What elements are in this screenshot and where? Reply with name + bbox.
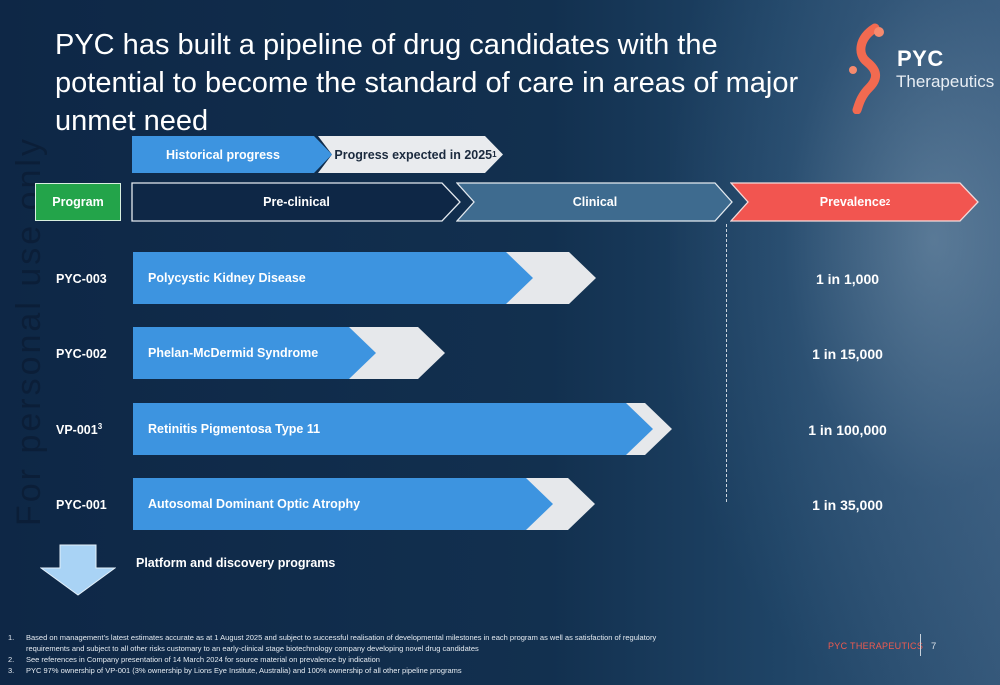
bar-historical-segment [133, 327, 376, 379]
program-header: Program [35, 183, 121, 221]
legend-expected-footnote: 1 [492, 150, 497, 159]
logo-name: PYC [897, 46, 944, 71]
footnote-number: 1. [8, 633, 15, 642]
prevalence-value: 1 in 100,000 [808, 422, 887, 438]
bar-historical-segment [133, 252, 533, 304]
footnote-text: See references in Company presentation o… [26, 655, 380, 664]
footer-separator [920, 634, 921, 656]
prevalence-value: 1 in 15,000 [812, 346, 883, 362]
bar-indication-label: Polycystic Kidney Disease [148, 271, 306, 285]
footnote-number: 3. [8, 666, 15, 675]
bar-historical-segment [133, 403, 653, 455]
platform-programs-label: Platform and discovery programs [136, 556, 336, 570]
footnote-text: PYC 97% ownership of VP-001 (3% ownershi… [26, 666, 462, 675]
down-arrow-icon [40, 544, 116, 596]
prevalence-footnote: 2 [885, 197, 891, 207]
legend-historical-label: Historical progress [166, 147, 280, 162]
program-code-pyc-001: PYC-001 [56, 497, 107, 512]
preclinical-label: Pre-clinical [263, 195, 330, 209]
footer-brand: PYC THERAPEUTICS [828, 641, 924, 651]
footnote-text: Based on management’s latest estimates a… [26, 633, 657, 653]
program-code-text: VP-001 [56, 423, 98, 438]
footnote-item: 3. PYC 97% ownership of VP-001 (3% owners… [8, 665, 698, 676]
page-number: 7 [931, 641, 937, 652]
clinical-label: Clinical [572, 195, 618, 209]
footnote-item: 2. See references in Company presentation… [8, 654, 698, 665]
pyc-logo-icon [849, 23, 884, 114]
program-code-text: PYC-001 [56, 498, 107, 513]
legend-historical-progress: Historical progress [132, 136, 332, 173]
prevalence-chevron-shape [730, 182, 979, 222]
footnote-item: 1. Based on management’s latest estimates… [8, 632, 698, 654]
prevalence-value: 1 in 1,000 [815, 271, 880, 287]
bar-historical-segment [133, 478, 553, 530]
footnotes: 1. Based on management’s latest estimates… [8, 632, 698, 676]
bar-indication-label: Phelan-McDermid Syndrome [148, 346, 319, 360]
program-code-text: PYC-002 [56, 347, 107, 362]
page-title: PYC has built a pipeline of drug candida… [55, 29, 799, 137]
program-code-pyc-002: PYC-002 [56, 346, 107, 361]
background-glow [670, 0, 1000, 685]
program-code-pyc-003: PYC-003 [56, 271, 107, 286]
prevalence-label-text: Prevalence [819, 195, 886, 209]
prevalence-header: Prevalence 2 [730, 182, 980, 222]
clinical-chevron-shape [456, 182, 733, 222]
preclinical-header: Pre-clinical [131, 182, 462, 222]
preclinical-chevron-shape [131, 182, 461, 222]
logo-subtitle: Therapeutics [896, 72, 995, 91]
legend-expected-progress: Progress expected in 2025 1 [318, 136, 503, 173]
prevalence-label: Prevalence 2 [730, 182, 980, 222]
bar-indication-label: Autosomal Dominant Optic Atrophy [148, 497, 361, 511]
legend-expected-label: Progress expected in 2025 [334, 147, 493, 162]
prevalence-value: 1 in 35,000 [812, 497, 883, 513]
clinical-header: Clinical [456, 182, 734, 222]
bar-indication-label: Retinitis Pigmentosa Type 11 [148, 422, 321, 436]
clinical-divider [726, 224, 727, 502]
program-code-vp-001: VP-0013 [56, 422, 102, 437]
footnote-number: 2. [8, 655, 15, 664]
program-code-text: PYC-003 [56, 272, 107, 287]
program-code-footnote: 3 [97, 422, 103, 431]
